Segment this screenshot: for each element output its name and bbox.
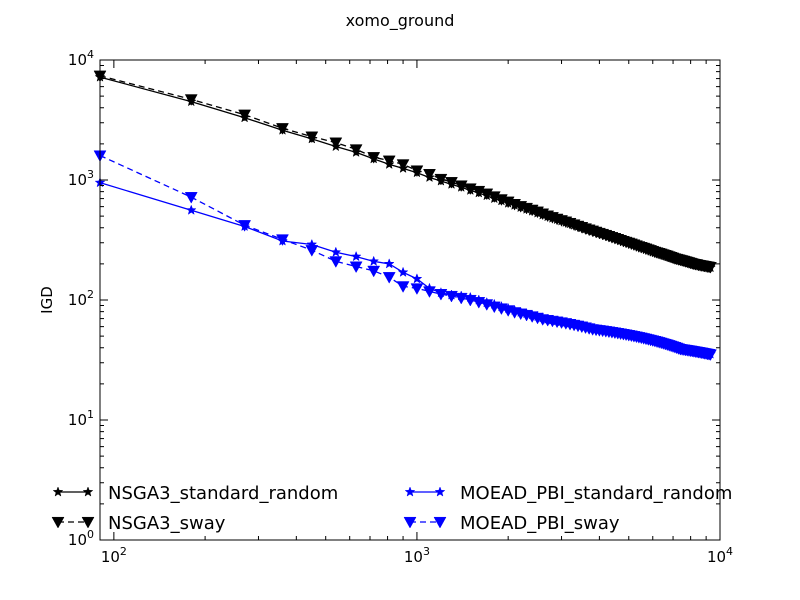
data-point <box>184 192 198 204</box>
series-layer <box>93 70 717 361</box>
axes-layer: 102 103 104 100 101 102 103 104 <box>68 48 733 566</box>
data-point <box>383 258 395 269</box>
data-point <box>368 255 380 266</box>
data-point <box>382 155 396 168</box>
legend-marker <box>81 516 95 529</box>
legend-item: MOEAD_PBI_sway <box>403 513 620 534</box>
data-point <box>305 131 319 144</box>
data-point <box>350 250 362 262</box>
data-point <box>367 265 381 278</box>
data-point <box>434 173 448 186</box>
legend-item: MOEAD_PBI_standard_random <box>404 483 732 504</box>
legend-item: NSGA3_sway <box>51 513 226 534</box>
data-point <box>305 245 319 257</box>
legend-marker <box>403 516 417 529</box>
y-tick-label: 102 <box>68 288 94 309</box>
data-point <box>397 266 409 277</box>
data-point <box>349 144 363 156</box>
data-point <box>445 177 458 189</box>
x-tick-label: 102 <box>101 545 127 566</box>
data-point <box>704 349 717 361</box>
data-point <box>445 290 458 303</box>
legend-label: MOEAD_PBI_standard_random <box>460 483 732 504</box>
series-NSGA3_sway <box>93 70 717 274</box>
data-point <box>276 234 289 246</box>
y-tick-label: 101 <box>68 408 94 429</box>
data-point <box>238 109 252 122</box>
data-point <box>184 94 198 106</box>
data-point <box>396 281 410 293</box>
y-tick-label: 103 <box>68 168 94 189</box>
chart-title: xomo_ground <box>346 11 455 31</box>
data-point <box>704 262 717 274</box>
data-point <box>330 246 342 257</box>
data-point <box>410 283 424 295</box>
x-tick-label: 104 <box>707 545 733 566</box>
data-point <box>410 165 424 178</box>
data-point <box>329 256 343 268</box>
data-point <box>396 159 410 171</box>
x-tick-label: 103 <box>404 545 430 566</box>
data-point <box>276 123 289 135</box>
data-point <box>454 180 468 193</box>
legend-marker <box>433 516 447 529</box>
data-point <box>423 169 436 181</box>
legend-marker <box>434 486 446 497</box>
data-point <box>329 137 343 150</box>
legend-marker <box>82 486 94 497</box>
data-point <box>367 152 381 164</box>
legend: NSGA3_standard_random NSGA3_sway MOEAD_PBI… <box>51 483 732 534</box>
data-point <box>238 220 252 232</box>
data-point <box>423 286 436 298</box>
data-point <box>411 273 423 284</box>
data-point <box>185 204 197 215</box>
legend-marker <box>404 486 416 497</box>
data-point <box>349 261 363 274</box>
y-tick-label: 100 <box>68 528 94 549</box>
legend-label: NSGA3_standard_random <box>108 483 338 504</box>
legend-item: NSGA3_standard_random <box>52 483 338 504</box>
data-point <box>434 289 448 301</box>
legend-label: MOEAD_PBI_sway <box>460 513 620 534</box>
series-MOEAD_PBI_sway <box>93 150 717 361</box>
legend-marker <box>51 516 65 529</box>
legend-marker <box>52 486 64 497</box>
y-tick-label: 104 <box>68 48 94 69</box>
data-point <box>454 292 468 305</box>
data-point <box>382 272 396 284</box>
y-axis-label: IGD <box>38 286 56 314</box>
legend-label: NSGA3_sway <box>108 513 226 534</box>
